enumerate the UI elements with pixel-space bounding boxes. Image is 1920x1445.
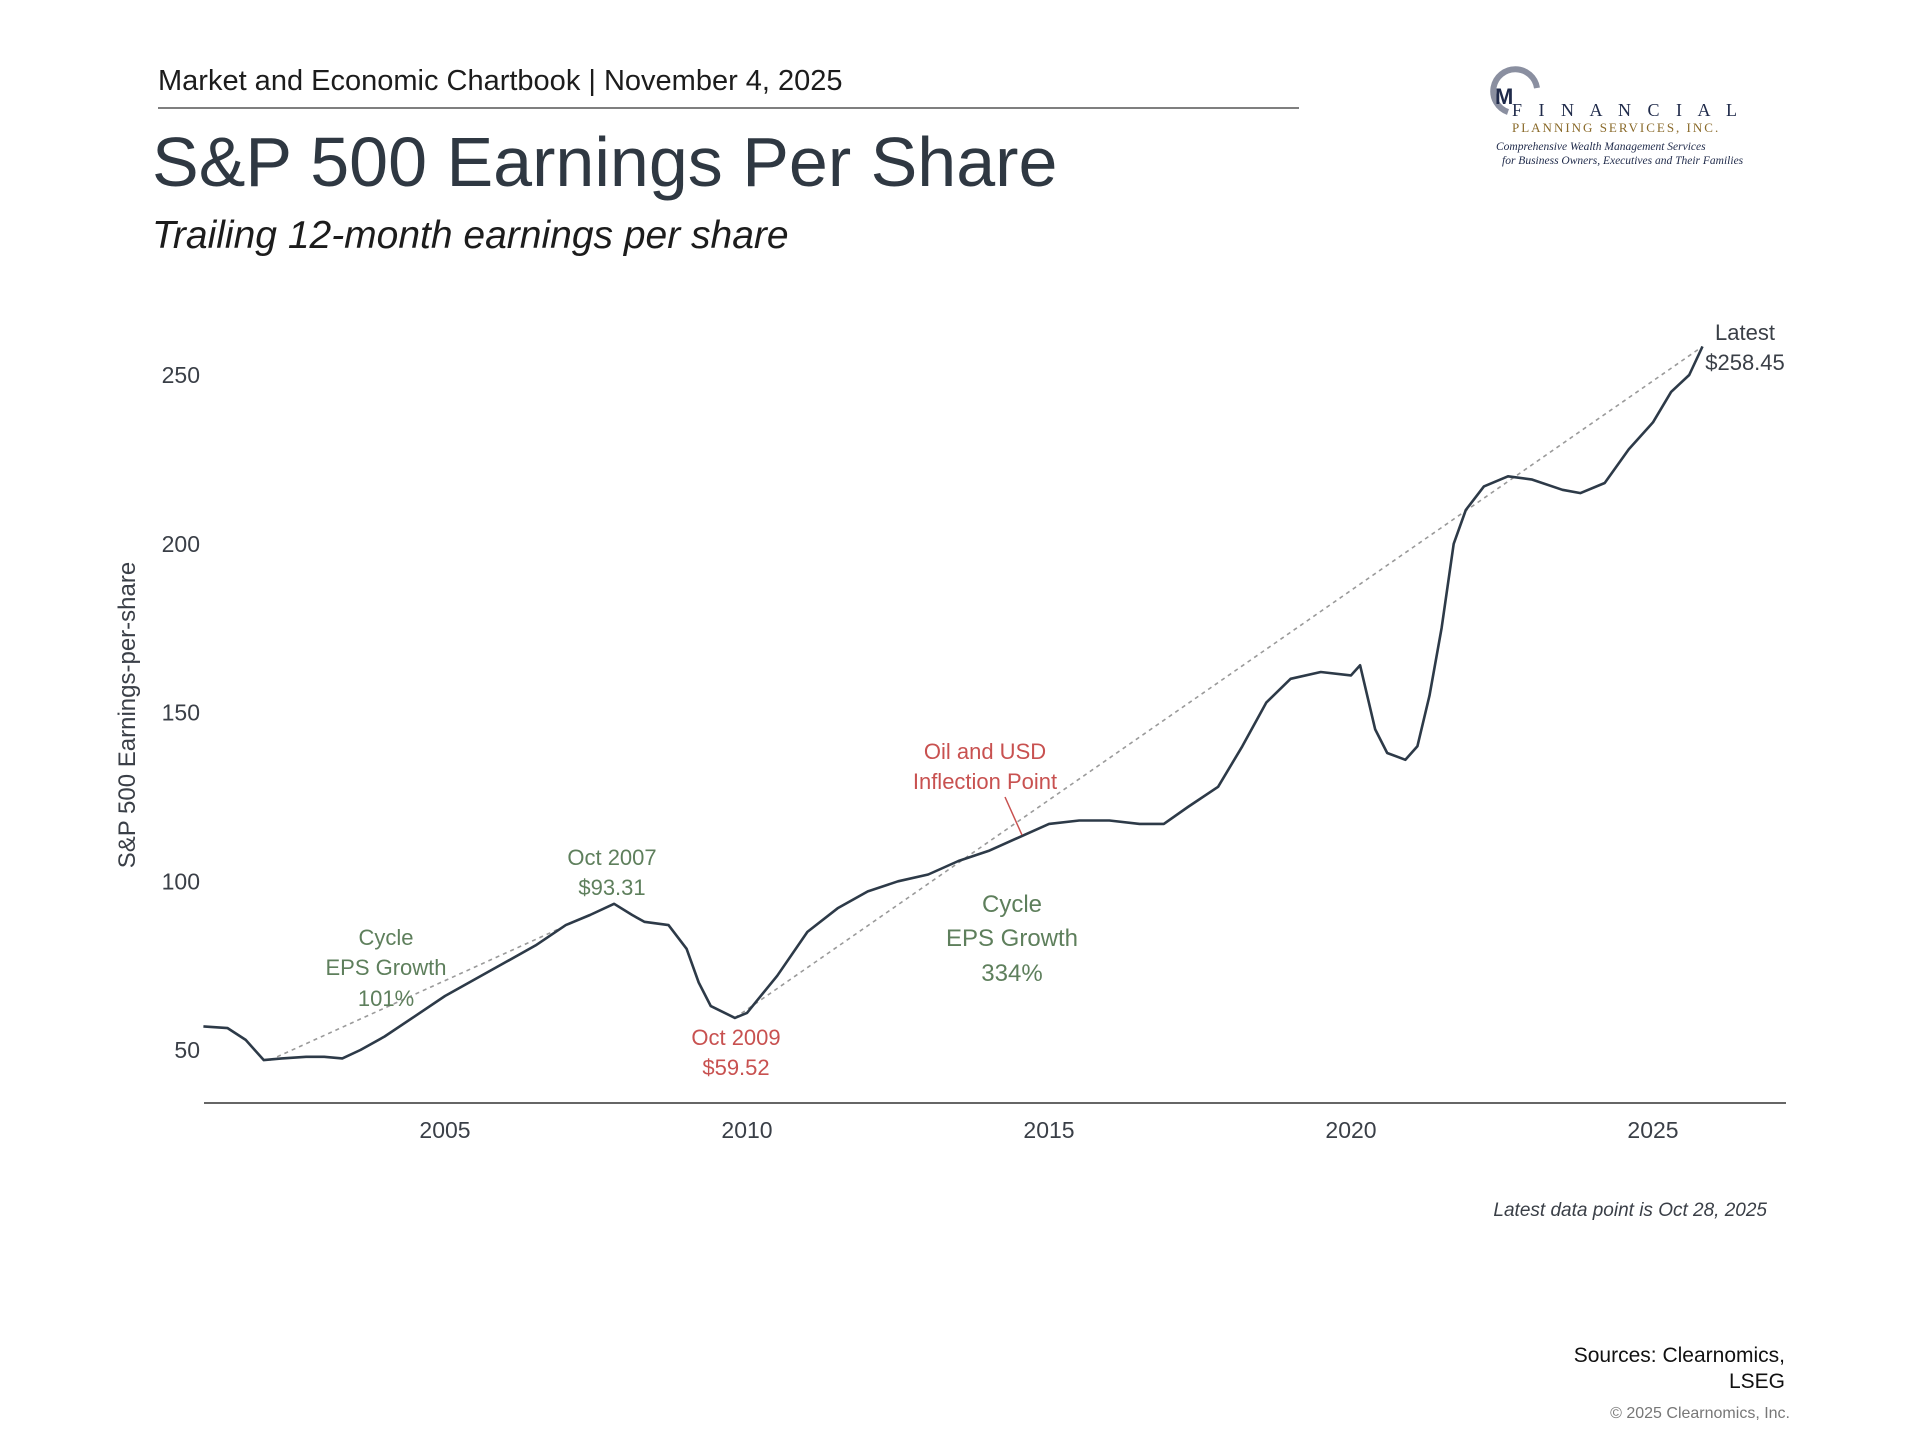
chartbook-header: Market and Economic Chartbook | November… [158,65,843,97]
cycle1-label-b: EPS Growth [325,955,446,980]
page-subtitle: Trailing 12-month earnings per share [152,214,789,257]
logo-mark: M [1495,84,1513,109]
logo-line2: PLANNING SERVICES, INC. [1512,120,1720,135]
trough-date-label: Oct 2009 [691,1025,780,1050]
y-tick-label: 50 [174,1037,200,1063]
y-tick-label: 250 [162,362,200,388]
latest-data-note: Latest data point is Oct 28, 2025 [1493,1200,1767,1221]
y-tick-label: 200 [162,531,200,557]
latest-value-label: $258.45 [1705,350,1785,375]
logo-arc-icon [1490,66,1540,115]
inflection-label-a: Oil and USD [924,739,1046,764]
x-tick-label: 2015 [1023,1117,1074,1143]
cycle1-label-a: Cycle [358,925,413,950]
cycle2-label-b: EPS Growth [946,925,1078,952]
x-tick-label: 2010 [721,1117,772,1143]
trend-line [734,345,1703,1019]
cycle1-label-c: 101% [358,986,414,1011]
x-tick-label: 2020 [1325,1117,1376,1143]
eps-series-line [203,345,1704,1062]
logo-tagline1: Comprehensive Wealth Management Services [1496,141,1706,153]
trough-value-label: $59.52 [702,1055,769,1080]
peak-value-label: $93.31 [578,875,645,900]
x-tick-label: 2025 [1627,1117,1678,1143]
y-axis-label: S&P 500 Earnings-per-share [114,562,141,868]
sources-line2: LSEG [1729,1370,1785,1393]
copyright: © 2025 Clearnomics, Inc. [1610,1405,1790,1422]
cycle2-label-a: Cycle [982,891,1042,918]
logo-line1: F I N A N C I A L [1512,100,1743,120]
y-tick-label: 150 [162,700,200,726]
peak-date-label: Oct 2007 [567,845,656,870]
sources-line1: Sources: Clearnomics, [1574,1344,1785,1367]
page-title: S&P 500 Earnings Per Share [152,123,1057,201]
latest-label: Latest [1715,320,1775,345]
company-logo: M F I N A N C I A L PLANNING SERVICES, I… [1490,66,1744,167]
logo-tagline2: for Business Owners, Executives and Thei… [1502,155,1744,167]
inflection-pointer [1004,796,1023,836]
y-tick-label: 100 [162,868,200,894]
inflection-label-b: Inflection Point [913,769,1057,794]
cycle2-label-c: 334% [981,960,1042,987]
x-tick-label: 2005 [419,1117,470,1143]
